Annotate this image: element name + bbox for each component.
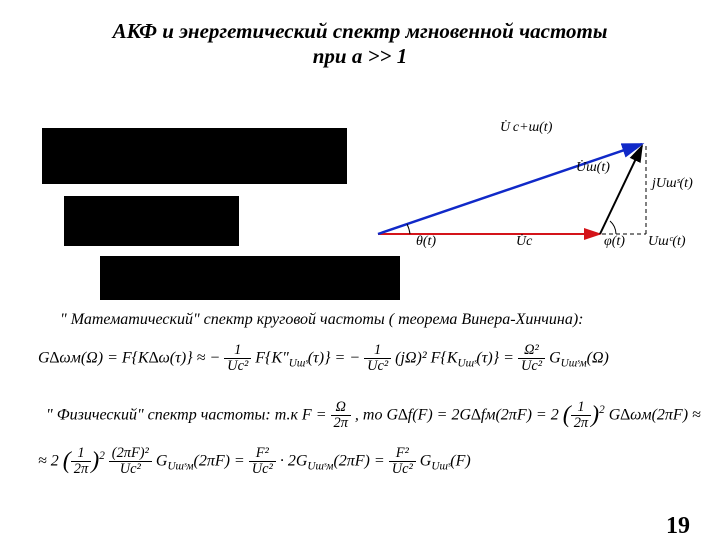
lbl-jum-sin: jUшˢ(t) (652, 176, 693, 192)
lbl-uc: U̇с (516, 234, 532, 250)
formula-math-spectrum: G∆ωм(Ω) = F{K∆ω(τ)} ≈ − 1Uс² F{K″Uшˢ(τ)}… (38, 343, 609, 374)
lbl-um-vec: U̇ш(t) (576, 160, 610, 176)
vector-diagram: U̇ с+ш(t) θ(t) U̇с φ(t) Uшᶜ(t) U̇ш(t) jU… (370, 126, 700, 261)
page-title-line1: АКФ и энергетический спектр мгновенной ч… (0, 18, 720, 44)
page-number: 19 (666, 513, 690, 540)
math-spectrum-title: " Математический" спектр круговой частот… (60, 311, 584, 329)
lbl-um-cos: Uшᶜ(t) (648, 234, 686, 250)
blackbox-3 (100, 256, 400, 300)
blackbox-2 (64, 196, 239, 246)
page-title-line2: при a >> 1 (0, 44, 720, 69)
lbl-u-c-plus-m: U̇ с+ш(t) (500, 120, 552, 136)
formula-phys-continuation: ≈ 2 (12π)2 (2πF)²Uс² GUшˢм(2πF) = F²Uс² … (38, 446, 471, 477)
phys-spectrum-title: " Физический" спектр частоты: т.к F = Ω2… (46, 400, 701, 431)
blackbox-1 (42, 128, 347, 184)
lbl-phi: φ(t) (604, 234, 625, 250)
lbl-theta: θ(t) (416, 234, 436, 250)
